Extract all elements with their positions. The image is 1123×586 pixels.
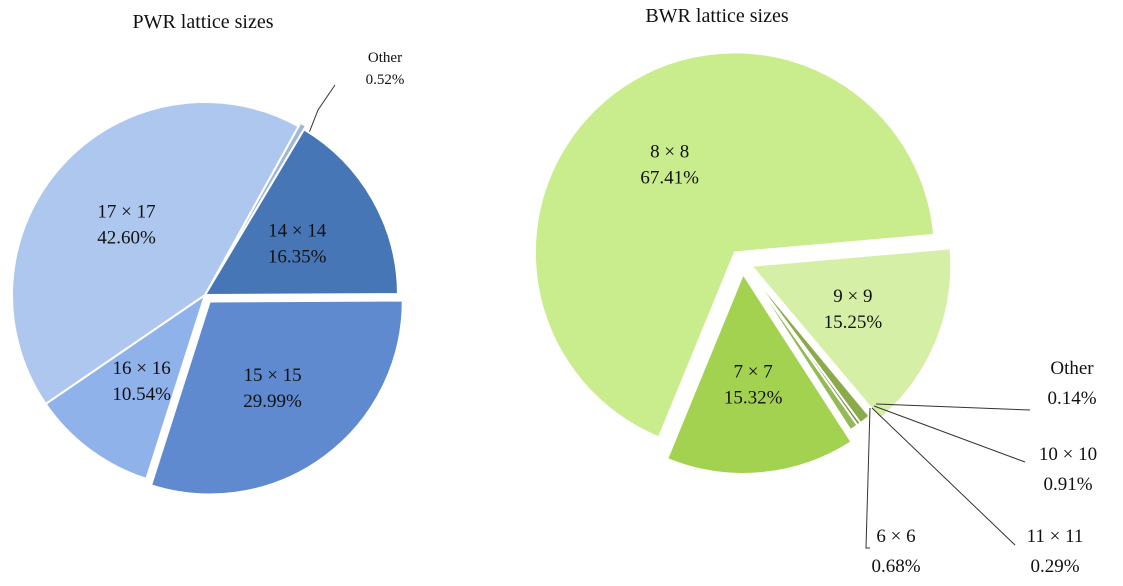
pie-slice [149, 299, 404, 496]
chart-title: BWR lattice sizes [645, 5, 789, 27]
pie-slice [741, 261, 859, 432]
pie-slice [533, 51, 936, 439]
slice-label: 6 × 6 [876, 526, 915, 547]
slice-value-label: 10.54% [112, 384, 171, 405]
slice-label: 14 × 14 [268, 220, 327, 241]
pie-slice [44, 292, 207, 481]
slice-value-label: 0.29% [1030, 556, 1079, 577]
slice-value-label: 0.68% [871, 556, 920, 577]
slice-value-label: 15.32% [724, 387, 783, 408]
slice-value-label: 42.60% [97, 228, 156, 249]
slice-label: 7 × 7 [734, 361, 773, 382]
slice-label: 11 × 11 [1027, 526, 1084, 547]
slice-label: 16 × 16 [113, 358, 171, 379]
slice-value-label: 0.91% [1043, 474, 1092, 495]
slice-label: Other [1050, 358, 1094, 379]
slice-value-label: 15.25% [824, 312, 883, 333]
leader-line [873, 405, 1026, 463]
slice-label: 8 × 8 [650, 142, 689, 163]
slice-label: 10 × 10 [1039, 444, 1097, 465]
pie-slice [665, 271, 853, 475]
leader-line [871, 407, 1016, 546]
leader-line [875, 403, 1031, 411]
slice-value-label: 0.52% [366, 72, 405, 88]
pie-slice [749, 247, 953, 421]
slice-label: Other [368, 50, 402, 66]
slice-value-label: 29.99% [243, 391, 302, 412]
slice-value-label: 67.41% [640, 168, 699, 189]
slice-label: 15 × 15 [243, 365, 301, 386]
slice-value-label: 16.35% [268, 246, 327, 267]
leader-line [308, 84, 336, 134]
pie-slice [11, 101, 300, 406]
chart-title: PWR lattice sizes [132, 11, 273, 33]
pie-slice [203, 127, 400, 297]
slice-value-label: 0.14% [1047, 388, 1096, 409]
slice-label: 9 × 9 [833, 286, 872, 307]
slice-label: 17 × 17 [97, 202, 155, 223]
leader-line [865, 407, 871, 549]
